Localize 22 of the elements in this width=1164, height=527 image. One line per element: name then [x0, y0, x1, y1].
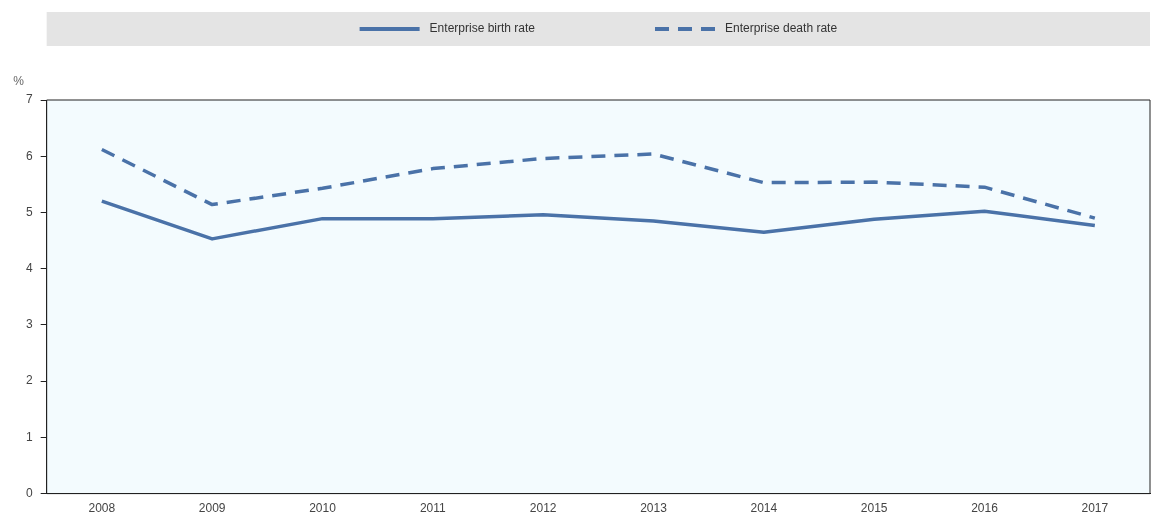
x-tick-label: 2015: [860, 501, 888, 516]
y-tick-label: 5: [25, 204, 33, 219]
legend-label: Enterprise death rate: [724, 21, 838, 36]
y-tick-label: 6: [25, 148, 33, 163]
y-axis-title: %: [13, 74, 25, 89]
y-tick-label: 2: [25, 373, 33, 388]
x-tick-label: 2013: [640, 501, 668, 516]
legend-label: Enterprise birth rate: [429, 21, 536, 36]
y-tick-label: 0: [25, 485, 33, 500]
x-tick-label: 2008: [88, 501, 116, 516]
x-tick-label: 2009: [198, 501, 226, 516]
x-tick-label: 2017: [1081, 501, 1109, 516]
x-tick-label: 2010: [309, 501, 337, 516]
x-tick-label: 2011: [419, 501, 447, 516]
y-tick-label: 4: [25, 261, 33, 275]
y-tick-label: 1: [25, 429, 33, 444]
y-tick-label: 7: [25, 92, 33, 107]
line-series: [100, 147, 1097, 220]
x-tick-label: 2016: [971, 501, 999, 516]
x-tick-label: 2014: [750, 501, 778, 516]
x-tick-label: 2012: [529, 501, 557, 516]
y-tick-label: 3: [25, 317, 33, 332]
